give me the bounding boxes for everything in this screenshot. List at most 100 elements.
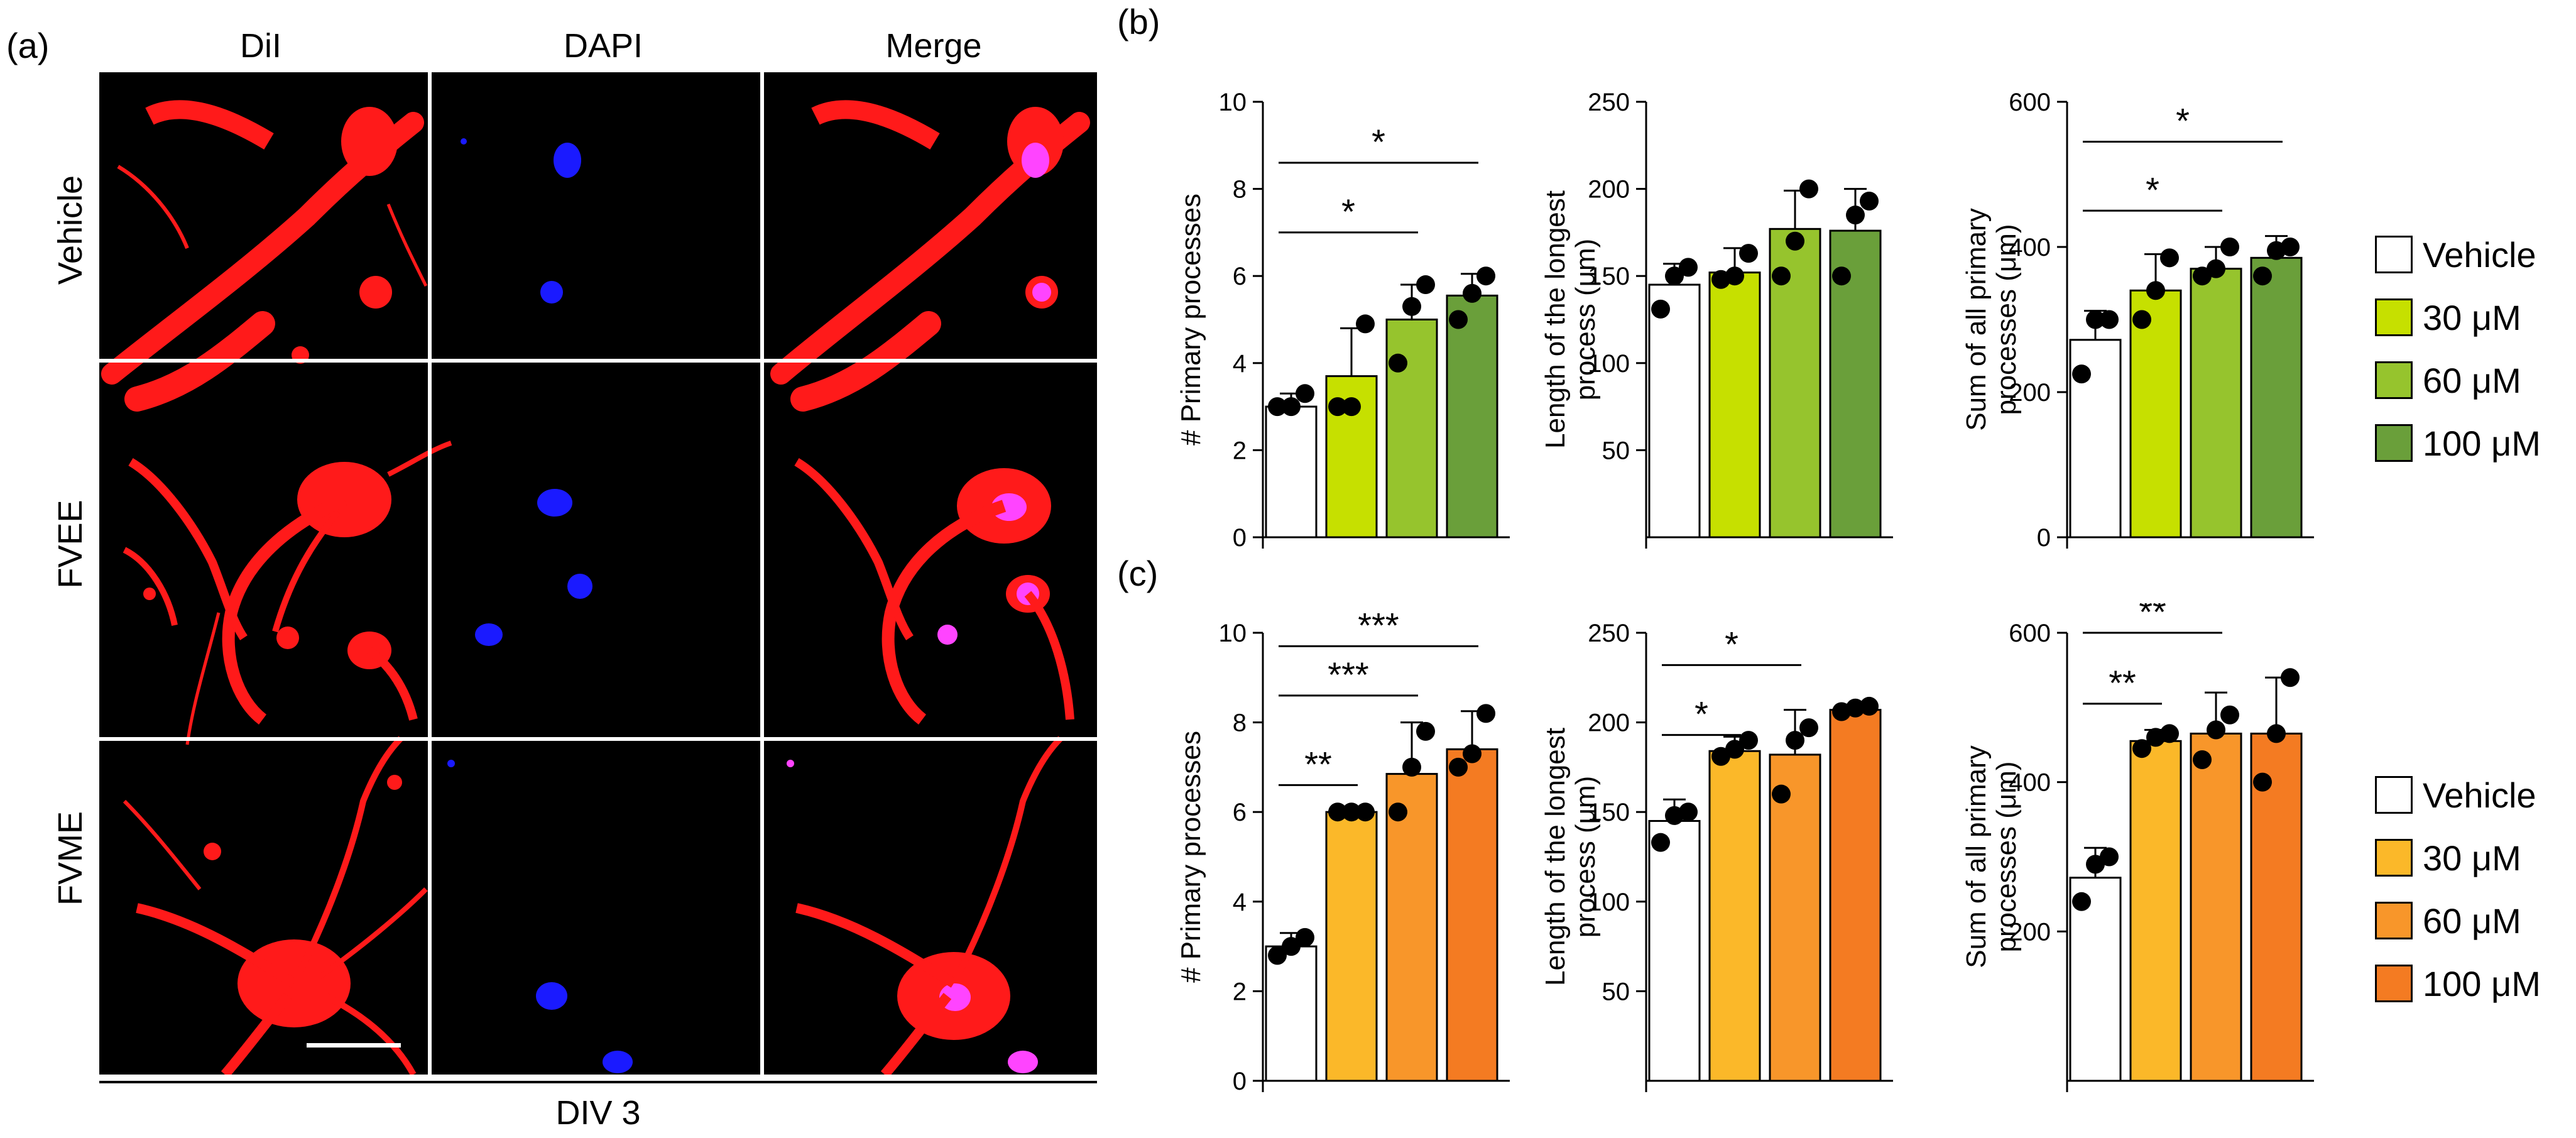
data-point: [1282, 937, 1301, 956]
chart-b-sum-processes: 0 200 400 600 Sum of all primary processes (μ…: [1961, 89, 2314, 552]
row-label-vehicle: Vehicle: [52, 175, 89, 285]
micrograph-grid: [99, 72, 1097, 1075]
bar-0: [2069, 877, 2122, 1082]
row-label-fvee: FVEE: [52, 500, 89, 589]
data-point: [1679, 802, 1698, 822]
legend-label: 30 μM: [2423, 838, 2521, 878]
data-point: [1860, 192, 1879, 211]
data-point: [1476, 704, 1495, 723]
data-point: [1282, 397, 1301, 417]
image-fvme-merge: [787, 736, 1063, 1075]
bar-2: [2190, 732, 2242, 1082]
chart-c-sum-processes: 200 400 600 Sum of all primary processes (μm…: [1961, 603, 2314, 1092]
legend-item: 60 μM: [2375, 889, 2541, 952]
y-tick-label: 0: [1233, 1068, 1247, 1095]
column-label-dapi: DAPI: [563, 27, 643, 65]
y-tick-label: 10: [1219, 89, 1247, 116]
data-point: [1846, 698, 1865, 718]
bar-3: [2250, 732, 2303, 1082]
data-point: [1799, 179, 1818, 199]
significance-label: *: [1341, 192, 1355, 231]
data-point: [1389, 353, 1407, 373]
data-point: [1328, 802, 1347, 822]
significance-label: *: [1372, 122, 1385, 161]
significance-label: *: [1695, 694, 1708, 734]
legend-c: Vehicle 30 μM 60 μM 100 μM: [2375, 763, 2541, 1015]
chart-b-longest-process: 50 100 150 200 250 Length of the longest proce…: [1540, 89, 1893, 549]
legend-item: 100 μM: [2375, 412, 2541, 474]
legend-swatch: [2375, 965, 2413, 1002]
bar-1: [2129, 740, 2182, 1082]
image-fvee-merge: [794, 457, 1074, 725]
data-point: [2086, 855, 2105, 874]
legend-swatch: [2375, 902, 2413, 939]
data-point: [2072, 892, 2091, 911]
legend-label: 60 μM: [2423, 900, 2521, 941]
y-tick-label: 0: [1233, 524, 1247, 552]
panel-label-b: (b): [1117, 2, 1160, 41]
legend-swatch: [2375, 236, 2413, 273]
data-point: [1356, 802, 1375, 822]
y-tick-label: 0: [2037, 524, 2051, 552]
legend-swatch: [2375, 839, 2413, 877]
legend-b: Vehicle 30 μM 60 μM 100 μM: [2375, 223, 2541, 474]
y-tick-label: 200: [2009, 918, 2051, 946]
bar-1: [2129, 289, 2182, 539]
data-point: [1725, 266, 1744, 286]
y-tick-label: 8: [1233, 176, 1247, 204]
data-point: [2193, 750, 2212, 770]
column-label-dii: DiI: [240, 27, 281, 65]
data-point: [2132, 739, 2151, 758]
data-point: [2281, 668, 2300, 687]
significance-label: *: [2146, 170, 2159, 209]
significance-label: **: [2139, 603, 2166, 632]
legend-label: 100 μM: [2423, 423, 2541, 463]
scale-bar: [307, 1043, 401, 1048]
y-tick-label: 600: [2009, 620, 2051, 647]
bar-2: [2190, 268, 2242, 539]
significance-label: ***: [1328, 655, 1368, 694]
div3-label: DIV 3: [555, 1094, 641, 1132]
significance-label: *: [1725, 624, 1738, 664]
data-point: [2160, 248, 2179, 268]
y-tick-label: 4: [1233, 889, 1247, 916]
data-point: [2160, 724, 2179, 743]
data-point: [1342, 397, 1361, 417]
data-point: [1860, 696, 1879, 716]
data-point: [1476, 266, 1495, 286]
bar-1: [1325, 811, 1378, 1082]
data-point: [1463, 283, 1482, 303]
y-tick-label: 100: [1588, 889, 1630, 916]
y-axis-label: processes (μm): [1991, 224, 2022, 415]
bar-0: [1648, 283, 1701, 539]
y-tick-label: 100: [1588, 350, 1630, 378]
chart-c-longest-process: 50 100 150 200 250 Length of the longest proce…: [1540, 620, 1893, 1092]
y-axis-label: process (μm): [1570, 776, 1601, 938]
data-point: [1786, 231, 1804, 251]
legend-swatch: [2375, 424, 2413, 462]
bar-2: [1769, 753, 1821, 1082]
bar-1: [1708, 750, 1761, 1082]
legend-label: Vehicle: [2423, 775, 2536, 815]
image-vehicle-merge: [770, 100, 1090, 412]
legend-label: Vehicle: [2423, 234, 2536, 275]
y-tick-label: 150: [1588, 263, 1630, 290]
y-tick-label: 6: [1233, 799, 1247, 826]
y-tick-label: 400: [2009, 769, 2051, 797]
data-point: [1296, 927, 1314, 947]
legend-label: 100 μM: [2423, 963, 2541, 1004]
data-point: [1679, 258, 1698, 277]
data-point: [2132, 310, 2151, 329]
y-tick-label: 600: [2009, 89, 2051, 116]
legend-item: 30 μM: [2375, 826, 2541, 889]
image-fvme-dapi: [447, 760, 633, 1073]
bar-2: [1385, 319, 1438, 539]
legend-swatch: [2375, 361, 2413, 399]
data-point: [1402, 297, 1421, 316]
significance-label: **: [2109, 663, 2136, 703]
y-tick-label: 250: [1588, 89, 1630, 116]
y-axis-label: Length of the longest: [1540, 190, 1571, 449]
data-point: [1651, 299, 1670, 319]
bar-3: [1446, 748, 1498, 1082]
